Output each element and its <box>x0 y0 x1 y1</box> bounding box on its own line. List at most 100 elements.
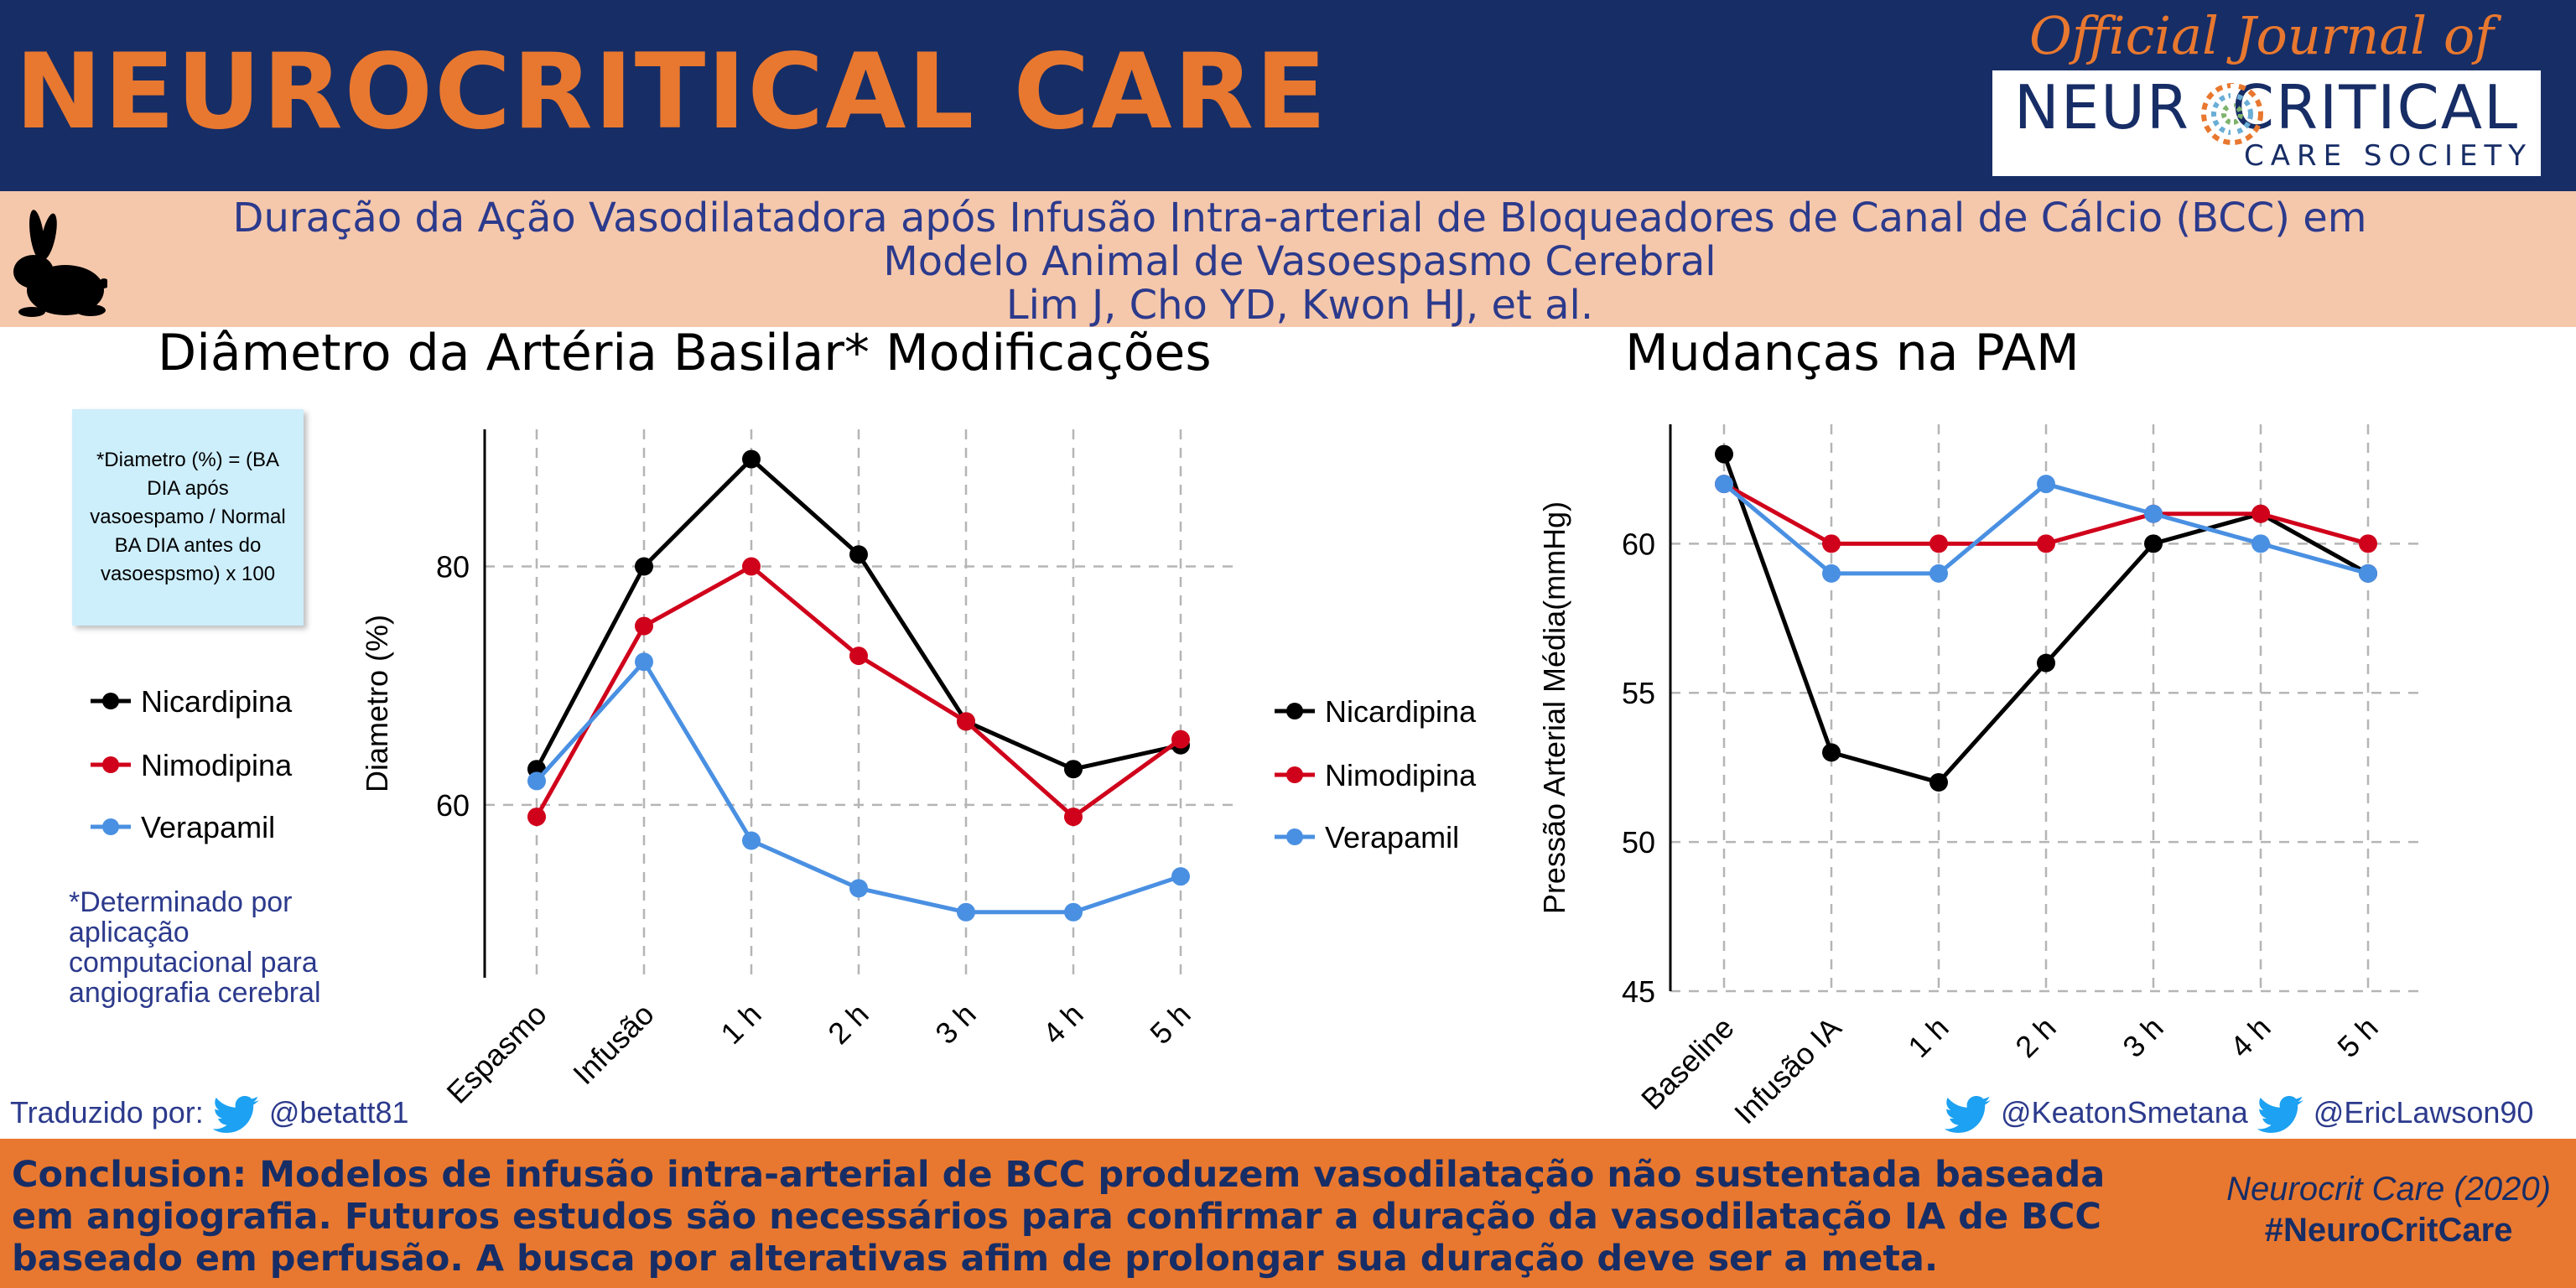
data-point-nimodipina <box>1929 534 1948 553</box>
journal-title: NEUROCRITICAL CARE <box>15 32 1328 153</box>
conclusion-footer: Conclusion: Modelos de infusão intra-art… <box>0 1139 2576 1288</box>
chart2-title: Mudanças na PAM <box>1625 324 2080 382</box>
data-point-nimodipina <box>957 712 975 731</box>
data-point-verapamil <box>2251 534 2270 553</box>
translator-handle[interactable]: @betatt81 <box>268 1095 409 1130</box>
data-point-verapamil <box>849 879 868 898</box>
study-authors: Lim J, Cho YD, Kwon HJ, et al. <box>1005 282 1594 329</box>
data-point-verapamil <box>2037 475 2055 494</box>
study-title-line2: Modelo Animal de Vasoespasmo Cerebral <box>883 238 1716 285</box>
hashtag: #NeuroCritCare <box>2264 1212 2513 1249</box>
data-point-nicardipina <box>635 557 653 576</box>
author-handle-1[interactable]: @KeatonSmetana <box>2001 1095 2248 1130</box>
x-tick-label: 1 h <box>1901 1010 1955 1064</box>
brain-icon <box>2201 83 2263 145</box>
citation-text: Neurocrit Care (2020) <box>2226 1171 2551 1208</box>
x-tick-label: 4 h <box>1036 997 1089 1051</box>
data-point-nicardipina <box>1715 444 1733 464</box>
y-tick-label: 60 <box>436 788 470 823</box>
society-logo: NEUR CRITICAL CARE SOCIETY <box>1992 70 2541 176</box>
society-logo-name: NEUR CRITICAL <box>2013 72 2520 143</box>
data-point-verapamil <box>2359 564 2377 583</box>
data-point-verapamil <box>957 902 975 922</box>
diameter-formula-note: *Diametro (%) = (BA DIA após vasoespamo … <box>72 409 304 626</box>
data-point-nimodipina <box>849 647 868 666</box>
x-tick-label: 2 h <box>821 997 875 1051</box>
legend-label: Nimodipina <box>141 748 293 782</box>
legend-label: Nicardipina <box>141 684 293 719</box>
y-tick-label: 60 <box>1622 527 1655 561</box>
author-handle-2[interactable]: @EricLawson90 <box>2313 1095 2534 1130</box>
data-point-verapamil <box>1929 564 1948 583</box>
x-tick-label: 2 h <box>2008 1010 2062 1064</box>
legend-label: Verapamil <box>1325 820 1460 854</box>
twitter-bird-icon <box>1944 1096 1991 1134</box>
chart1-legend: Nicardipina Nimodipina Verapamil <box>89 684 340 852</box>
x-tick-label: 5 h <box>2330 1010 2384 1064</box>
x-tick-label: 3 h <box>2116 1010 2169 1064</box>
legend-marker-verapamil <box>91 818 131 835</box>
y-tick-label: 80 <box>436 550 470 584</box>
data-point-verapamil <box>635 652 653 672</box>
data-point-verapamil <box>1715 475 1733 494</box>
y-axis-label: Diametro (%) <box>360 615 394 792</box>
x-tick-label: Espasmo <box>440 997 553 1110</box>
translated-by-label: Traduzido por: <box>10 1095 204 1130</box>
y-tick-label: 45 <box>1622 974 1655 1009</box>
x-tick-label: Baseline <box>1634 1010 1741 1117</box>
data-point-nicardipina <box>742 449 761 469</box>
x-tick-label: 4 h <box>2223 1010 2277 1064</box>
x-tick-label: 5 h <box>1143 997 1197 1051</box>
legend-marker-nicardipina <box>91 693 131 709</box>
data-point-verapamil <box>527 771 546 791</box>
legend-marker-nicardipina <box>1275 703 1315 719</box>
journal-header: NEUROCRITICAL CARE Official Journal of t… <box>0 0 2576 191</box>
y-tick-label: 50 <box>1622 825 1655 860</box>
data-point-nicardipina <box>1822 743 1841 762</box>
data-point-nimodipina <box>1171 730 1190 749</box>
legend-label: Nicardipina <box>1325 694 1477 729</box>
data-point-nicardipina <box>2144 534 2163 553</box>
data-point-nimodipina <box>635 616 653 636</box>
legend-label: Verapamil <box>141 810 276 844</box>
data-point-verapamil <box>742 831 761 850</box>
y-axis-label: Pressão Arterial Média(mmHg) <box>1537 501 1571 914</box>
legend-marker-nimodipina <box>91 756 131 773</box>
y-tick-label: 55 <box>1622 676 1655 710</box>
x-tick-label: Infusão <box>566 997 660 1091</box>
data-point-nimodipina <box>742 557 761 576</box>
data-point-nicardipina <box>1064 760 1083 779</box>
data-point-verapamil <box>1171 867 1190 886</box>
x-tick-label: 1 h <box>714 997 767 1051</box>
data-point-nimodipina <box>2359 534 2377 553</box>
data-point-nimodipina <box>527 808 546 827</box>
note-text: *Diametro (%) = (BA DIA após vasoespamo … <box>90 449 286 585</box>
x-tick-label: Infusão IA <box>1727 1010 1848 1131</box>
data-point-nimodipina <box>1064 808 1083 827</box>
twitter-bird-icon <box>212 1096 259 1134</box>
legend-marker-verapamil <box>1275 828 1315 845</box>
data-point-nimodipina <box>2037 534 2055 553</box>
data-point-nimodipina <box>1822 534 1841 553</box>
x-tick-label: 3 h <box>928 997 982 1051</box>
data-point-verapamil <box>1064 902 1083 922</box>
twitter-bird-icon <box>2257 1096 2303 1134</box>
conclusion-text: Conclusion: Modelos de infusão intra-art… <box>12 1154 2106 1280</box>
data-point-nicardipina <box>2037 653 2055 673</box>
data-point-nimodipina <box>2251 504 2270 523</box>
rabbit-icon <box>13 210 107 317</box>
chart2-legend: Nicardipina Nimodipina Verapamil <box>1273 694 1524 862</box>
society-logo-sub: CARE SOCIETY <box>2243 139 2532 173</box>
data-point-nicardipina <box>1929 772 1948 792</box>
data-point-verapamil <box>2144 504 2163 523</box>
author-handles: @KeatonSmetana @EricLawson90 <box>1944 1095 2533 1134</box>
translator-credit: Traduzido por: @betatt81 <box>10 1095 409 1134</box>
data-point-verapamil <box>1822 564 1841 583</box>
legend-label: Nimodipina <box>1325 758 1477 792</box>
data-point-nicardipina <box>849 545 868 564</box>
chart1-title: Diâmetro da Artéria Basilar* Modificaçõe… <box>158 324 1212 382</box>
title-banner: Duração da Ação Vasodilatadora após Infu… <box>0 191 2576 329</box>
legend-marker-nimodipina <box>1275 766 1315 783</box>
method-footnote: *Determinado por aplicação computacional… <box>69 886 321 1009</box>
